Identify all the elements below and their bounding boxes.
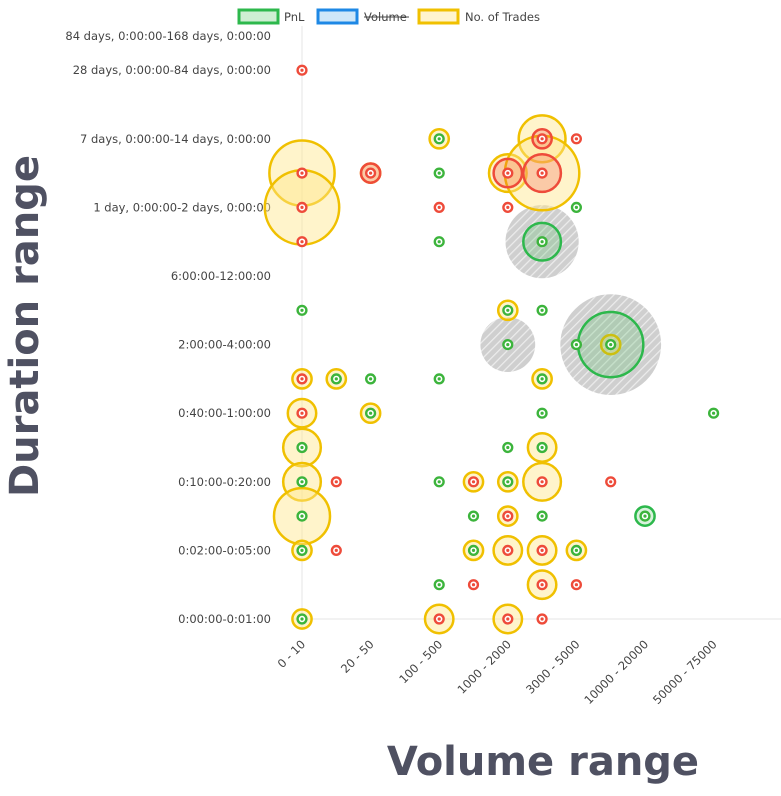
data-point-core xyxy=(437,377,441,381)
data-point-core xyxy=(540,583,544,587)
data-point-core xyxy=(300,514,304,518)
data-point-core xyxy=(540,548,544,553)
y-tick-label: 28 days, 0:00:00-84 days, 0:00:00 xyxy=(73,63,271,77)
data-point-core xyxy=(506,308,510,312)
data-point-core xyxy=(369,171,373,175)
x-tick-label: 10000 - 20000 xyxy=(581,637,651,707)
data-point-core xyxy=(540,171,544,175)
legend-item-volume[interactable]: Volume xyxy=(316,8,409,25)
data-point-core xyxy=(300,308,304,312)
x-tick-label: 20 - 50 xyxy=(338,637,377,676)
y-axis-ticks: 0:00:00-0:01:00 0:02:00-0:05:00 0:10:00-0:… xyxy=(65,29,271,626)
data-point-core xyxy=(506,480,510,484)
data-point-core xyxy=(540,240,544,244)
data-point-core xyxy=(574,548,579,553)
data-point-core xyxy=(300,548,304,553)
x-axis-title: Volume range xyxy=(387,739,699,785)
x-tick-label: 0 - 10 xyxy=(275,637,309,671)
legend-item-trades[interactable]: No. of Trades xyxy=(417,8,540,25)
data-point-core xyxy=(334,377,338,381)
data-point-core xyxy=(506,205,510,209)
legend-label-trades: No. of Trades xyxy=(465,10,540,24)
data-point-core xyxy=(609,343,613,347)
y-tick-label: 84 days, 0:00:00-168 days, 0:00:00 xyxy=(65,29,271,43)
data-point-core xyxy=(437,583,441,587)
data-point-core xyxy=(609,480,613,484)
data-point-core xyxy=(574,205,579,209)
x-tick-label: 3000 - 5000 xyxy=(523,637,582,696)
legend-swatch-pnl xyxy=(237,8,280,25)
data-point-core xyxy=(574,583,579,587)
data-point-core xyxy=(471,583,476,587)
legend-label-pnl: PnL xyxy=(284,10,305,24)
data-point-core xyxy=(300,240,304,244)
data-point-core xyxy=(437,171,441,175)
data-point-core xyxy=(369,377,373,381)
x-tick-label: 100 - 500 xyxy=(396,637,445,686)
data-point-core xyxy=(506,445,510,450)
y-tick-label: 6:00:00-12:00:00 xyxy=(171,269,271,283)
legend-swatch-trades xyxy=(417,8,460,25)
y-tick-label: 2:00:00-4:00:00 xyxy=(178,338,271,352)
y-axis-title: Duration range xyxy=(2,155,48,497)
legend-item-pnl[interactable]: PnL xyxy=(237,8,305,25)
data-point-core xyxy=(300,445,304,450)
data-point-core xyxy=(574,137,579,141)
data-point-core xyxy=(437,617,441,621)
data-point-core xyxy=(540,617,544,621)
data-point-core xyxy=(437,137,441,141)
data-point-core xyxy=(437,240,441,244)
data-point-core xyxy=(540,308,544,312)
y-tick-label: 0:00:00-0:01:00 xyxy=(178,612,271,626)
chart-legend: PnL Volume No. of Trades xyxy=(237,8,540,25)
data-point-core xyxy=(471,480,476,484)
data-point-core xyxy=(300,480,304,484)
legend-swatch-volume xyxy=(316,8,359,25)
y-tick-label: 0:10:00-0:20:00 xyxy=(178,475,271,489)
data-point-core xyxy=(574,343,579,347)
data-point-core xyxy=(437,205,441,209)
data-point-core xyxy=(300,617,304,621)
data-point-core xyxy=(506,343,510,347)
data-point-core xyxy=(300,411,304,415)
data-point-core xyxy=(437,480,441,484)
data-point-core xyxy=(506,548,510,553)
data-point-core xyxy=(369,411,373,415)
data-point-core xyxy=(300,68,304,72)
data-point-core xyxy=(540,377,544,381)
data-point-core xyxy=(506,171,510,175)
data-point-core xyxy=(712,411,716,415)
data-point-core xyxy=(540,137,544,141)
y-tick-label: 1 day, 0:00:00-2 days, 0:00:00 xyxy=(93,200,271,214)
data-point-core xyxy=(540,411,544,415)
data-point-core xyxy=(471,514,476,518)
data-point-core xyxy=(643,514,647,518)
data-point-core xyxy=(334,480,338,484)
x-tick-label: 50000 - 75000 xyxy=(650,637,720,707)
data-point-core xyxy=(300,377,304,381)
bubbles-layer xyxy=(263,64,720,635)
data-point-core xyxy=(540,514,544,518)
y-tick-label: 0:40:00-1:00:00 xyxy=(178,406,271,420)
data-point-core xyxy=(506,617,510,621)
x-tick-label: 1000 - 2000 xyxy=(455,637,514,696)
data-point-core xyxy=(540,480,544,484)
y-tick-label: 7 days, 0:00:00-14 days, 0:00:00 xyxy=(80,132,271,146)
x-axis-ticks: 0 - 10 20 - 50 100 - 500 1000 - 2000 3000 - … xyxy=(275,637,720,707)
data-point-core xyxy=(300,205,304,209)
data-point-core xyxy=(506,514,510,518)
data-point-core xyxy=(300,171,304,175)
data-point-core xyxy=(334,548,338,553)
data-point-core xyxy=(471,548,476,553)
y-tick-label: 0:02:00-0:05:00 xyxy=(178,543,271,557)
data-point-core xyxy=(540,445,544,450)
